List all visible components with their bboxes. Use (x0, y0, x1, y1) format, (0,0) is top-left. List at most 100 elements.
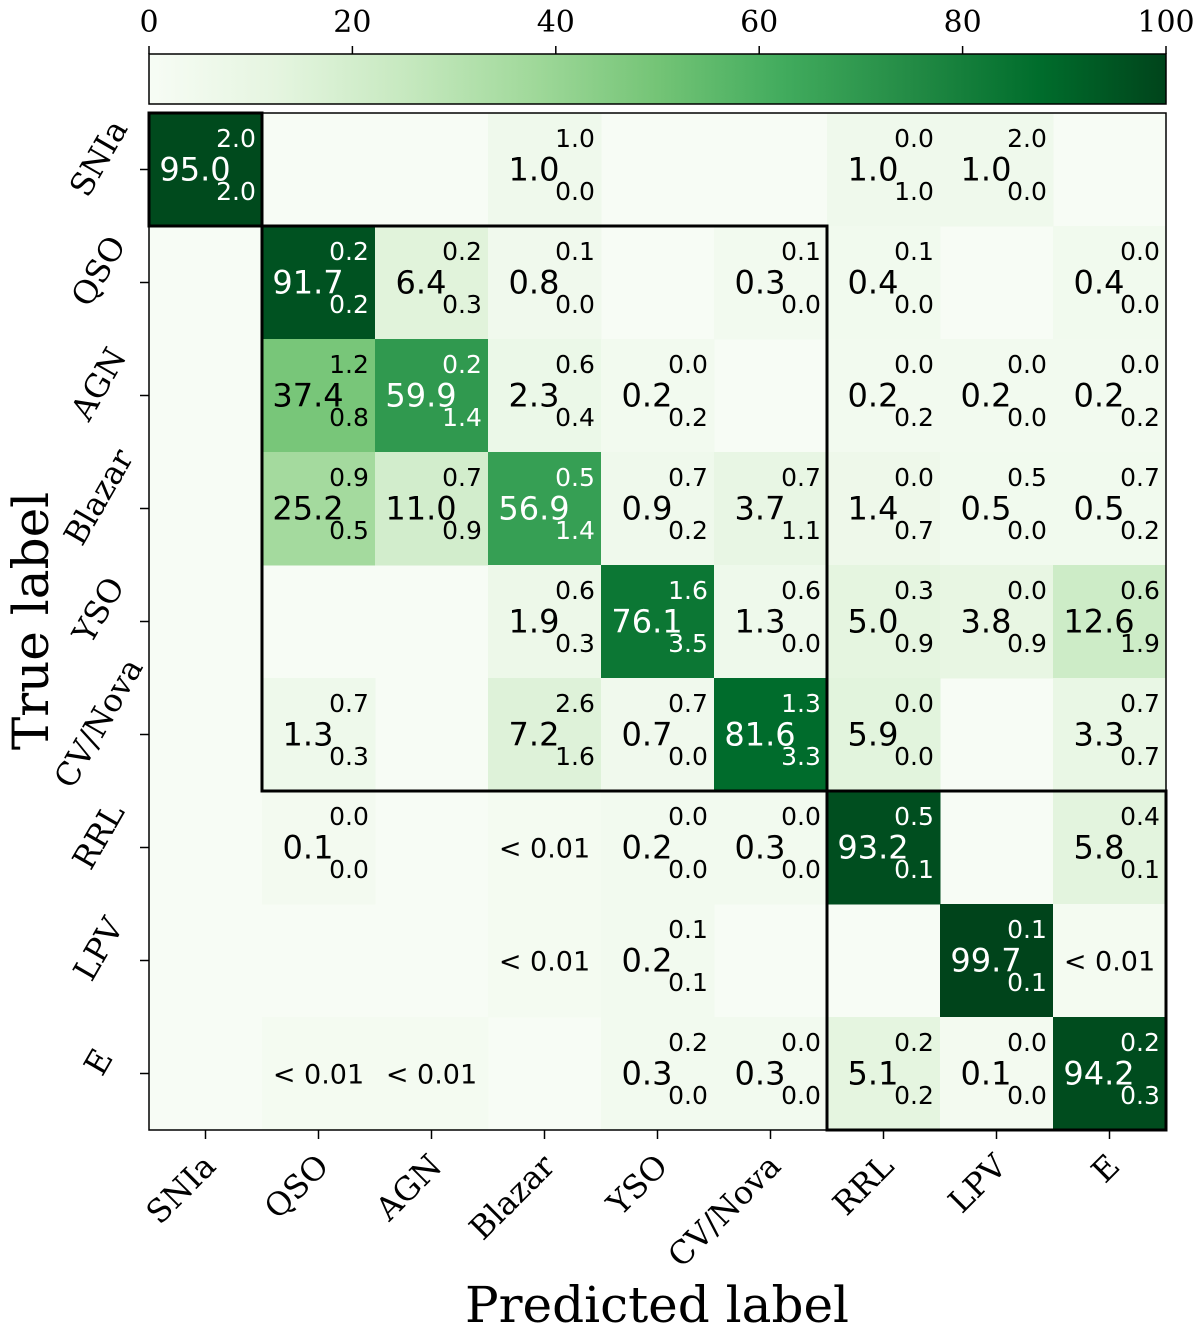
cell-upper-error: 0.2 (894, 1028, 934, 1057)
cell-upper-error: 0.7 (1120, 689, 1160, 718)
cell-lower-error: 0.3 (329, 742, 369, 771)
heatmap-cell (262, 452, 376, 566)
cell-upper-error: 0.1 (668, 915, 708, 944)
colorbar-gradient (148, 53, 1167, 105)
heatmap: 95.02.02.01.01.00.01.00.01.01.02.00.091.… (147, 111, 1168, 1132)
heatmap-cell (262, 1017, 376, 1131)
cell-lower-error: 0.3 (555, 629, 595, 658)
cell-value: 1.0 (848, 151, 899, 189)
y-tick-label: E (76, 1042, 121, 1081)
cell-lower-error: 1.1 (781, 516, 821, 545)
cell-upper-error: 0.0 (329, 802, 369, 831)
heatmap-cell (827, 339, 941, 453)
cell-lower-error: 0.0 (894, 290, 934, 319)
cell-value: 0.5 (961, 490, 1012, 528)
cell-value: 93.2 (837, 829, 908, 867)
cell-value: 0.4 (848, 264, 899, 302)
heatmap-cell (1053, 791, 1167, 905)
cell-lower-error: 1.9 (1120, 629, 1160, 658)
cell-upper-error: 0.0 (1007, 1028, 1047, 1057)
cell-upper-error: 0.0 (1120, 237, 1160, 266)
cell-value: 5.8 (1074, 829, 1125, 867)
heatmap-cell (714, 565, 828, 679)
y-tick-label: SNIa (62, 113, 136, 203)
cell-lower-error: 0.0 (781, 290, 821, 319)
cell-value: 59.9 (385, 377, 456, 415)
heatmap-cell (1053, 565, 1167, 679)
cell-value: 0.3 (622, 1055, 673, 1093)
cell-lower-error: 0.7 (894, 516, 934, 545)
cell-lower-error: 0.1 (894, 855, 934, 884)
cell-value: 12.6 (1063, 603, 1134, 641)
cell-value: 3.7 (735, 490, 786, 528)
x-axis-label: Predicted label (465, 1276, 849, 1331)
heatmap-cell (827, 678, 941, 792)
cell-lower-error: 0.7 (1120, 742, 1160, 771)
cell-lower-error: 0.1 (1007, 968, 1047, 997)
cell-lower-error: 0.0 (555, 290, 595, 319)
heatmap-cell (827, 113, 941, 227)
cell-upper-error: 0.0 (894, 689, 934, 718)
y-axis-label: True label (2, 492, 60, 750)
cell-labels: 95.02.02.01.01.00.01.00.01.01.02.00.091.… (159, 124, 1160, 1110)
cell-value: 11.0 (385, 490, 456, 528)
cell-value: 0.2 (848, 377, 899, 415)
cell-value: 0.1 (961, 1055, 1012, 1093)
heatmap-cell (601, 339, 715, 453)
cell-lower-error: 0.2 (668, 403, 708, 432)
cell-value: < 0.01 (499, 834, 590, 865)
cell-value: 0.3 (735, 829, 786, 867)
cell-upper-error: 0.2 (668, 1028, 708, 1057)
cell-upper-error: 0.5 (1007, 463, 1047, 492)
x-tick-label: SNIa (139, 1147, 224, 1232)
heatmap-cell (262, 791, 376, 905)
cell-lower-error: 0.9 (442, 516, 482, 545)
cell-lower-error: 0.5 (329, 516, 369, 545)
cell-upper-error: 1.3 (781, 689, 821, 718)
cell-lower-error: 3.3 (781, 742, 821, 771)
cell-value: 0.3 (735, 1055, 786, 1093)
colorbar-tick-label: 100 (1137, 5, 1194, 40)
cell-lower-error: 0.2 (329, 290, 369, 319)
heatmap-cell (940, 452, 1054, 566)
cell-value: 76.1 (611, 603, 682, 641)
cell-upper-error: 1.2 (329, 350, 369, 379)
cell-lower-error: 0.0 (555, 177, 595, 206)
cell-value: 5.1 (848, 1055, 899, 1093)
cell-upper-error: 0.7 (1120, 463, 1160, 492)
cell-value: 6.4 (396, 264, 447, 302)
y-tick-label: AGN (62, 341, 134, 427)
heatmap-cell (488, 452, 602, 566)
grouping-box (260, 224, 829, 793)
cell-value: 1.3 (735, 603, 786, 641)
x-tick-label: E (1084, 1147, 1127, 1190)
cell-lower-error: 0.0 (1007, 177, 1047, 206)
heatmap-cell (714, 1017, 828, 1131)
cell-upper-error: 2.6 (555, 689, 595, 718)
cell-upper-error: 0.0 (668, 802, 708, 831)
cell-lower-error: 0.0 (1007, 1081, 1047, 1110)
cell-lower-error: 0.8 (329, 403, 369, 432)
x-tick-label: CV/Nova (660, 1147, 788, 1275)
cell-lower-error: 0.0 (668, 855, 708, 884)
heatmap-cell (488, 791, 602, 905)
cell-value: 0.2 (961, 377, 1012, 415)
cell-lower-error: 0.2 (668, 516, 708, 545)
heatmap-cell (488, 904, 602, 1018)
colorbar-tick-label: 40 (537, 5, 575, 40)
cell-lower-error: 0.4 (555, 403, 595, 432)
cell-value: 3.3 (1074, 716, 1125, 754)
x-tick-label: QSO (257, 1147, 336, 1226)
cell-value: 0.3 (735, 264, 786, 302)
cell-upper-error: 0.0 (781, 1028, 821, 1057)
cell-upper-error: 2.0 (216, 124, 256, 153)
cell-upper-error: 1.0 (555, 124, 595, 153)
cell-value: 0.9 (622, 490, 673, 528)
cell-upper-error: 0.0 (894, 350, 934, 379)
heatmap-cell (714, 791, 828, 905)
heatmap-cell (601, 565, 715, 679)
cell-value: 5.0 (848, 603, 899, 641)
cell-lower-error: 0.0 (781, 1081, 821, 1110)
